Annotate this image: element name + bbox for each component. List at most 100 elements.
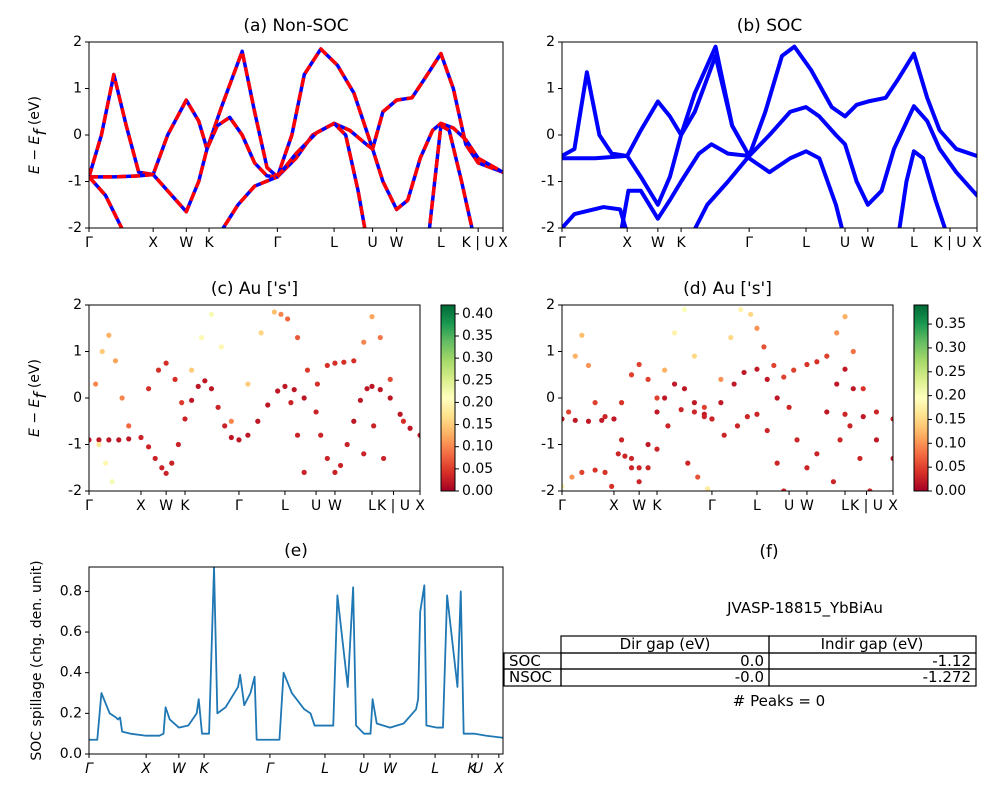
x-tick-label: X — [972, 235, 982, 251]
x-tick-label: Γ — [85, 761, 94, 777]
plot-area — [89, 567, 503, 741]
point — [371, 423, 377, 429]
point — [278, 311, 284, 317]
x-tick-label: W — [328, 498, 342, 514]
panel-title: (e) — [284, 541, 308, 561]
y-tick-label: -2 — [541, 220, 555, 236]
point — [602, 414, 608, 420]
point — [842, 411, 848, 417]
x-tick-label: U — [473, 761, 483, 777]
x-tick-label: K | U — [850, 498, 883, 514]
x-tick-label: W — [159, 498, 173, 514]
point — [636, 361, 642, 368]
point — [145, 386, 152, 392]
point — [786, 404, 792, 410]
plot-frame — [88, 41, 504, 229]
colorbar-tick-label: 0.30 — [935, 340, 966, 356]
x-tick-label: Γ — [558, 498, 566, 514]
point — [236, 437, 242, 443]
panel-title: (d) Au ['s'] — [683, 279, 772, 299]
point — [572, 417, 578, 423]
panel-title: (f) — [759, 542, 778, 562]
point — [407, 425, 413, 431]
point — [860, 414, 866, 420]
point — [824, 409, 830, 415]
band-line — [693, 153, 752, 228]
point — [814, 359, 820, 365]
x-tick-label: X — [493, 761, 504, 777]
y-axis-label: E − Ef (eV) — [27, 96, 51, 174]
point — [337, 462, 344, 469]
x-tick-label: L — [437, 235, 445, 251]
x-tick-label: W — [179, 235, 193, 251]
point — [301, 469, 307, 475]
x-tick-label: U — [311, 498, 321, 514]
point — [119, 395, 125, 401]
point — [609, 483, 615, 489]
point — [245, 432, 251, 438]
point — [109, 479, 115, 485]
point — [602, 469, 608, 475]
x-tick-label: L — [841, 498, 849, 514]
y-tick-label: 1 — [546, 81, 555, 97]
y-tick-label: 1 — [73, 81, 82, 97]
plot-frame — [561, 41, 978, 229]
point — [387, 376, 393, 382]
point — [754, 366, 760, 372]
point — [179, 400, 185, 406]
plot-frame — [88, 566, 504, 755]
point — [294, 334, 301, 341]
panel-title: (c) Au ['s'] — [211, 279, 298, 299]
y-tick-label: 0 — [73, 390, 82, 406]
x-tick-label: U — [359, 761, 369, 777]
x-tick-label: W — [632, 498, 646, 514]
point — [397, 411, 403, 417]
x-tick-label: X — [148, 235, 158, 251]
point — [618, 400, 625, 406]
point — [728, 334, 734, 341]
colorbar-tick-label: 0.35 — [462, 328, 493, 344]
point — [850, 386, 856, 392]
x-tick-label: K | U — [377, 498, 410, 514]
point — [622, 453, 628, 459]
plot-frame — [88, 304, 421, 492]
point — [182, 416, 188, 422]
y-axis-label: SOC spillage (chg. den. unit) — [29, 560, 45, 760]
point — [804, 361, 810, 368]
point — [611, 416, 617, 422]
point — [152, 455, 158, 462]
point — [850, 348, 856, 355]
point — [671, 381, 678, 387]
point — [126, 423, 132, 429]
x-tick-label: W — [800, 498, 814, 514]
point — [208, 311, 215, 317]
point — [258, 330, 264, 336]
point — [834, 381, 840, 387]
point — [701, 404, 707, 410]
point — [701, 414, 707, 420]
colorbar-tick-label: 0.10 — [935, 435, 966, 451]
x-tick-label: K | U — [462, 235, 495, 251]
x-tick-label: X — [140, 761, 151, 777]
point — [764, 376, 770, 382]
colorbar-tick-label: 0.30 — [462, 350, 493, 366]
point — [814, 451, 820, 457]
point — [282, 383, 288, 389]
colorbar-tick-label: 0.40 — [462, 306, 493, 322]
point — [890, 416, 893, 422]
point — [842, 366, 848, 372]
x-tick-label: W — [651, 235, 665, 251]
band-line-dashed — [89, 47, 503, 179]
x-tick-label: L — [368, 498, 376, 514]
x-tick-label: X — [498, 235, 508, 251]
point — [102, 460, 109, 466]
point — [562, 483, 565, 489]
x-tick-label: X — [609, 498, 619, 514]
x-tick-label: W — [383, 761, 398, 777]
point — [579, 332, 585, 338]
table-cell-text: -1.12 — [932, 652, 971, 670]
point — [163, 470, 169, 476]
point — [705, 486, 711, 491]
y-tick-label: 0 — [546, 390, 555, 406]
x-tick-label: Γ — [85, 498, 93, 514]
